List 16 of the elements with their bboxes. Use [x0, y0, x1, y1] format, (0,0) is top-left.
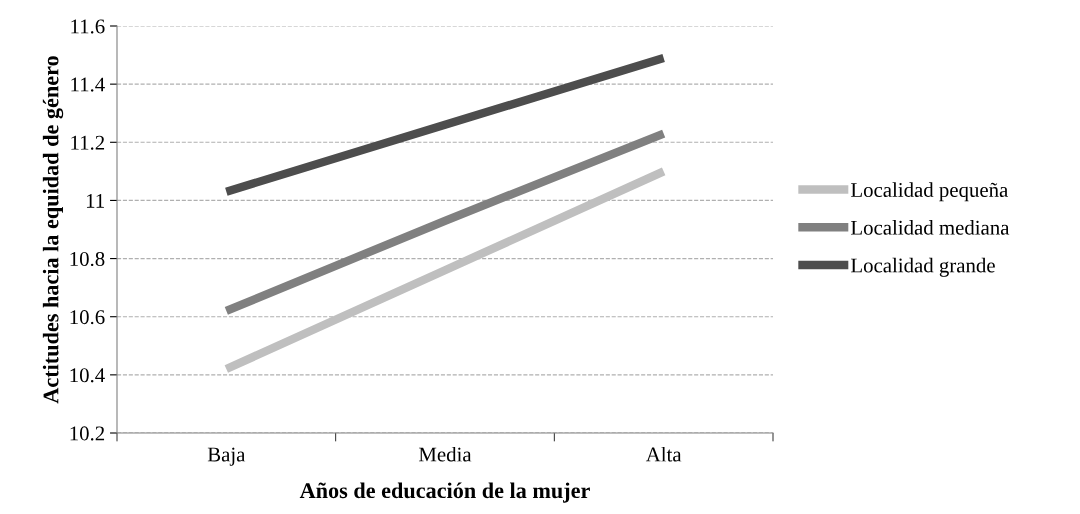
y-tick-label: 11.4 [71, 77, 105, 92]
legend-label: Localidad grande [850, 257, 995, 277]
legend-label: Localidad pequeña [850, 182, 1009, 202]
y-axis-title: Actitudes hacia la equidad de género [42, 56, 64, 404]
y-tick-label: 11.6 [71, 19, 105, 34]
x-tick-label: Media [418, 446, 472, 462]
y-tick-label: 11.2 [71, 135, 105, 150]
x-tick-label: Alta [645, 446, 682, 462]
y-tick-label: 10.4 [70, 368, 105, 383]
y-tick-label: 10.8 [70, 251, 105, 267]
y-tick-label: 10.6 [70, 310, 105, 325]
x-tick-label: Baja [207, 447, 246, 466]
y-tick-label: 11 [86, 193, 104, 208]
x-axis-title: Años de educación de la mujer [299, 482, 590, 503]
legend-label: Localidad mediana [850, 220, 1010, 235]
y-tick-label: 10.2 [70, 426, 105, 441]
